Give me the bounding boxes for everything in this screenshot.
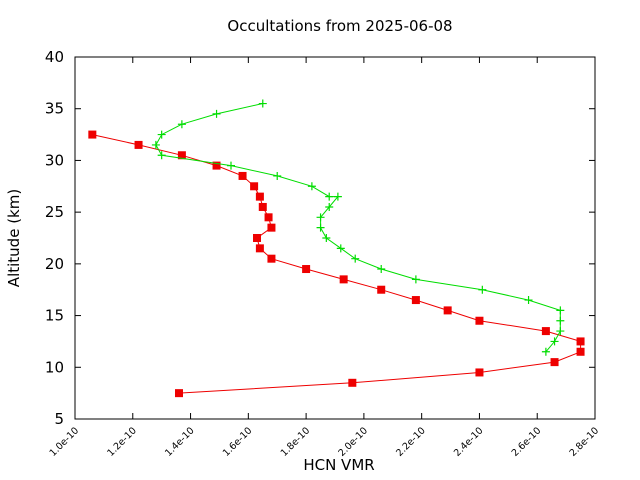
data-point (258, 99, 267, 108)
data-point (556, 327, 565, 336)
data-point (576, 347, 585, 356)
data-point (443, 306, 452, 315)
data-point (336, 244, 345, 253)
data-point (475, 316, 484, 325)
y-tick-label: 30 (45, 151, 64, 169)
y-tick-label: 20 (45, 255, 64, 273)
y-tick-label: 15 (45, 307, 64, 325)
data-point (175, 389, 183, 398)
data-point (556, 316, 565, 325)
x-axis-label: HCN VMR (303, 456, 374, 474)
data-point (307, 182, 316, 191)
data-point (157, 151, 166, 160)
y-tick-label: 25 (45, 203, 64, 221)
data-point (177, 120, 186, 129)
series-occultation-1 (88, 130, 585, 398)
y-axis-label: Altitude (km) (5, 189, 23, 287)
y-tick-label: 40 (45, 48, 64, 66)
x-tick-label: 2.8e-10 (568, 425, 602, 459)
data-point (524, 296, 533, 305)
data-point (411, 296, 420, 305)
data-point (322, 234, 331, 242)
data-point (258, 202, 267, 211)
data-point (377, 265, 386, 274)
data-point (267, 223, 276, 232)
data-point (151, 140, 160, 149)
y-tick-label: 35 (45, 100, 64, 118)
data-point (253, 234, 261, 242)
data-point (255, 244, 264, 253)
data-point (273, 171, 282, 180)
data-point (475, 368, 484, 377)
chart-title: Occultations from 2025-06-08 (227, 17, 452, 35)
data-point (250, 182, 259, 191)
data-point (212, 109, 221, 118)
data-point (134, 140, 143, 149)
x-tick-label: 2.4e-10 (452, 425, 486, 459)
plot-frame (74, 56, 596, 420)
x-tick-label: 1.2e-10 (105, 425, 139, 459)
data-point (541, 327, 550, 336)
data-point (212, 161, 221, 170)
x-tick-label: 1.0e-10 (48, 425, 82, 459)
data-point (478, 285, 487, 294)
axis-ticks: 5 10 15 20 25 30 35 40 1.0e-10 1.2e-10 1.4e-10 1.6e… (45, 48, 601, 459)
data-point (316, 213, 325, 222)
data-point (550, 358, 559, 367)
data-point (302, 265, 311, 274)
data-point (238, 171, 247, 180)
data-point (267, 254, 276, 263)
data-point (348, 378, 357, 387)
series-line (155, 103, 561, 353)
data-point (339, 275, 348, 284)
series-layer (88, 99, 585, 398)
data-point (556, 306, 565, 315)
data-point (325, 192, 334, 201)
data-point (411, 275, 420, 284)
data-point (541, 347, 550, 356)
data-point (177, 151, 186, 160)
data-point (316, 223, 325, 232)
data-point (227, 161, 235, 170)
y-tick-label: 5 (54, 410, 64, 428)
data-point (333, 192, 342, 201)
data-point (550, 337, 559, 346)
y-tick-label: 10 (45, 358, 64, 376)
data-point (576, 337, 585, 346)
data-point (325, 202, 334, 211)
data-point (255, 192, 264, 201)
x-tick-label: 2.6e-10 (510, 425, 544, 459)
x-tick-label: 2.2e-10 (394, 425, 428, 459)
x-tick-label: 1.8e-10 (279, 425, 313, 459)
data-point (157, 130, 166, 139)
data-point (351, 254, 360, 263)
series-line (92, 134, 582, 394)
data-point (264, 213, 273, 222)
data-point (88, 130, 97, 139)
x-tick-label: 1.4e-10 (163, 425, 197, 459)
x-tick-label: 1.6e-10 (221, 425, 255, 459)
data-point (377, 285, 386, 294)
series-occultation-2 (151, 99, 565, 356)
x-tick-label: 2.0e-10 (336, 425, 370, 459)
